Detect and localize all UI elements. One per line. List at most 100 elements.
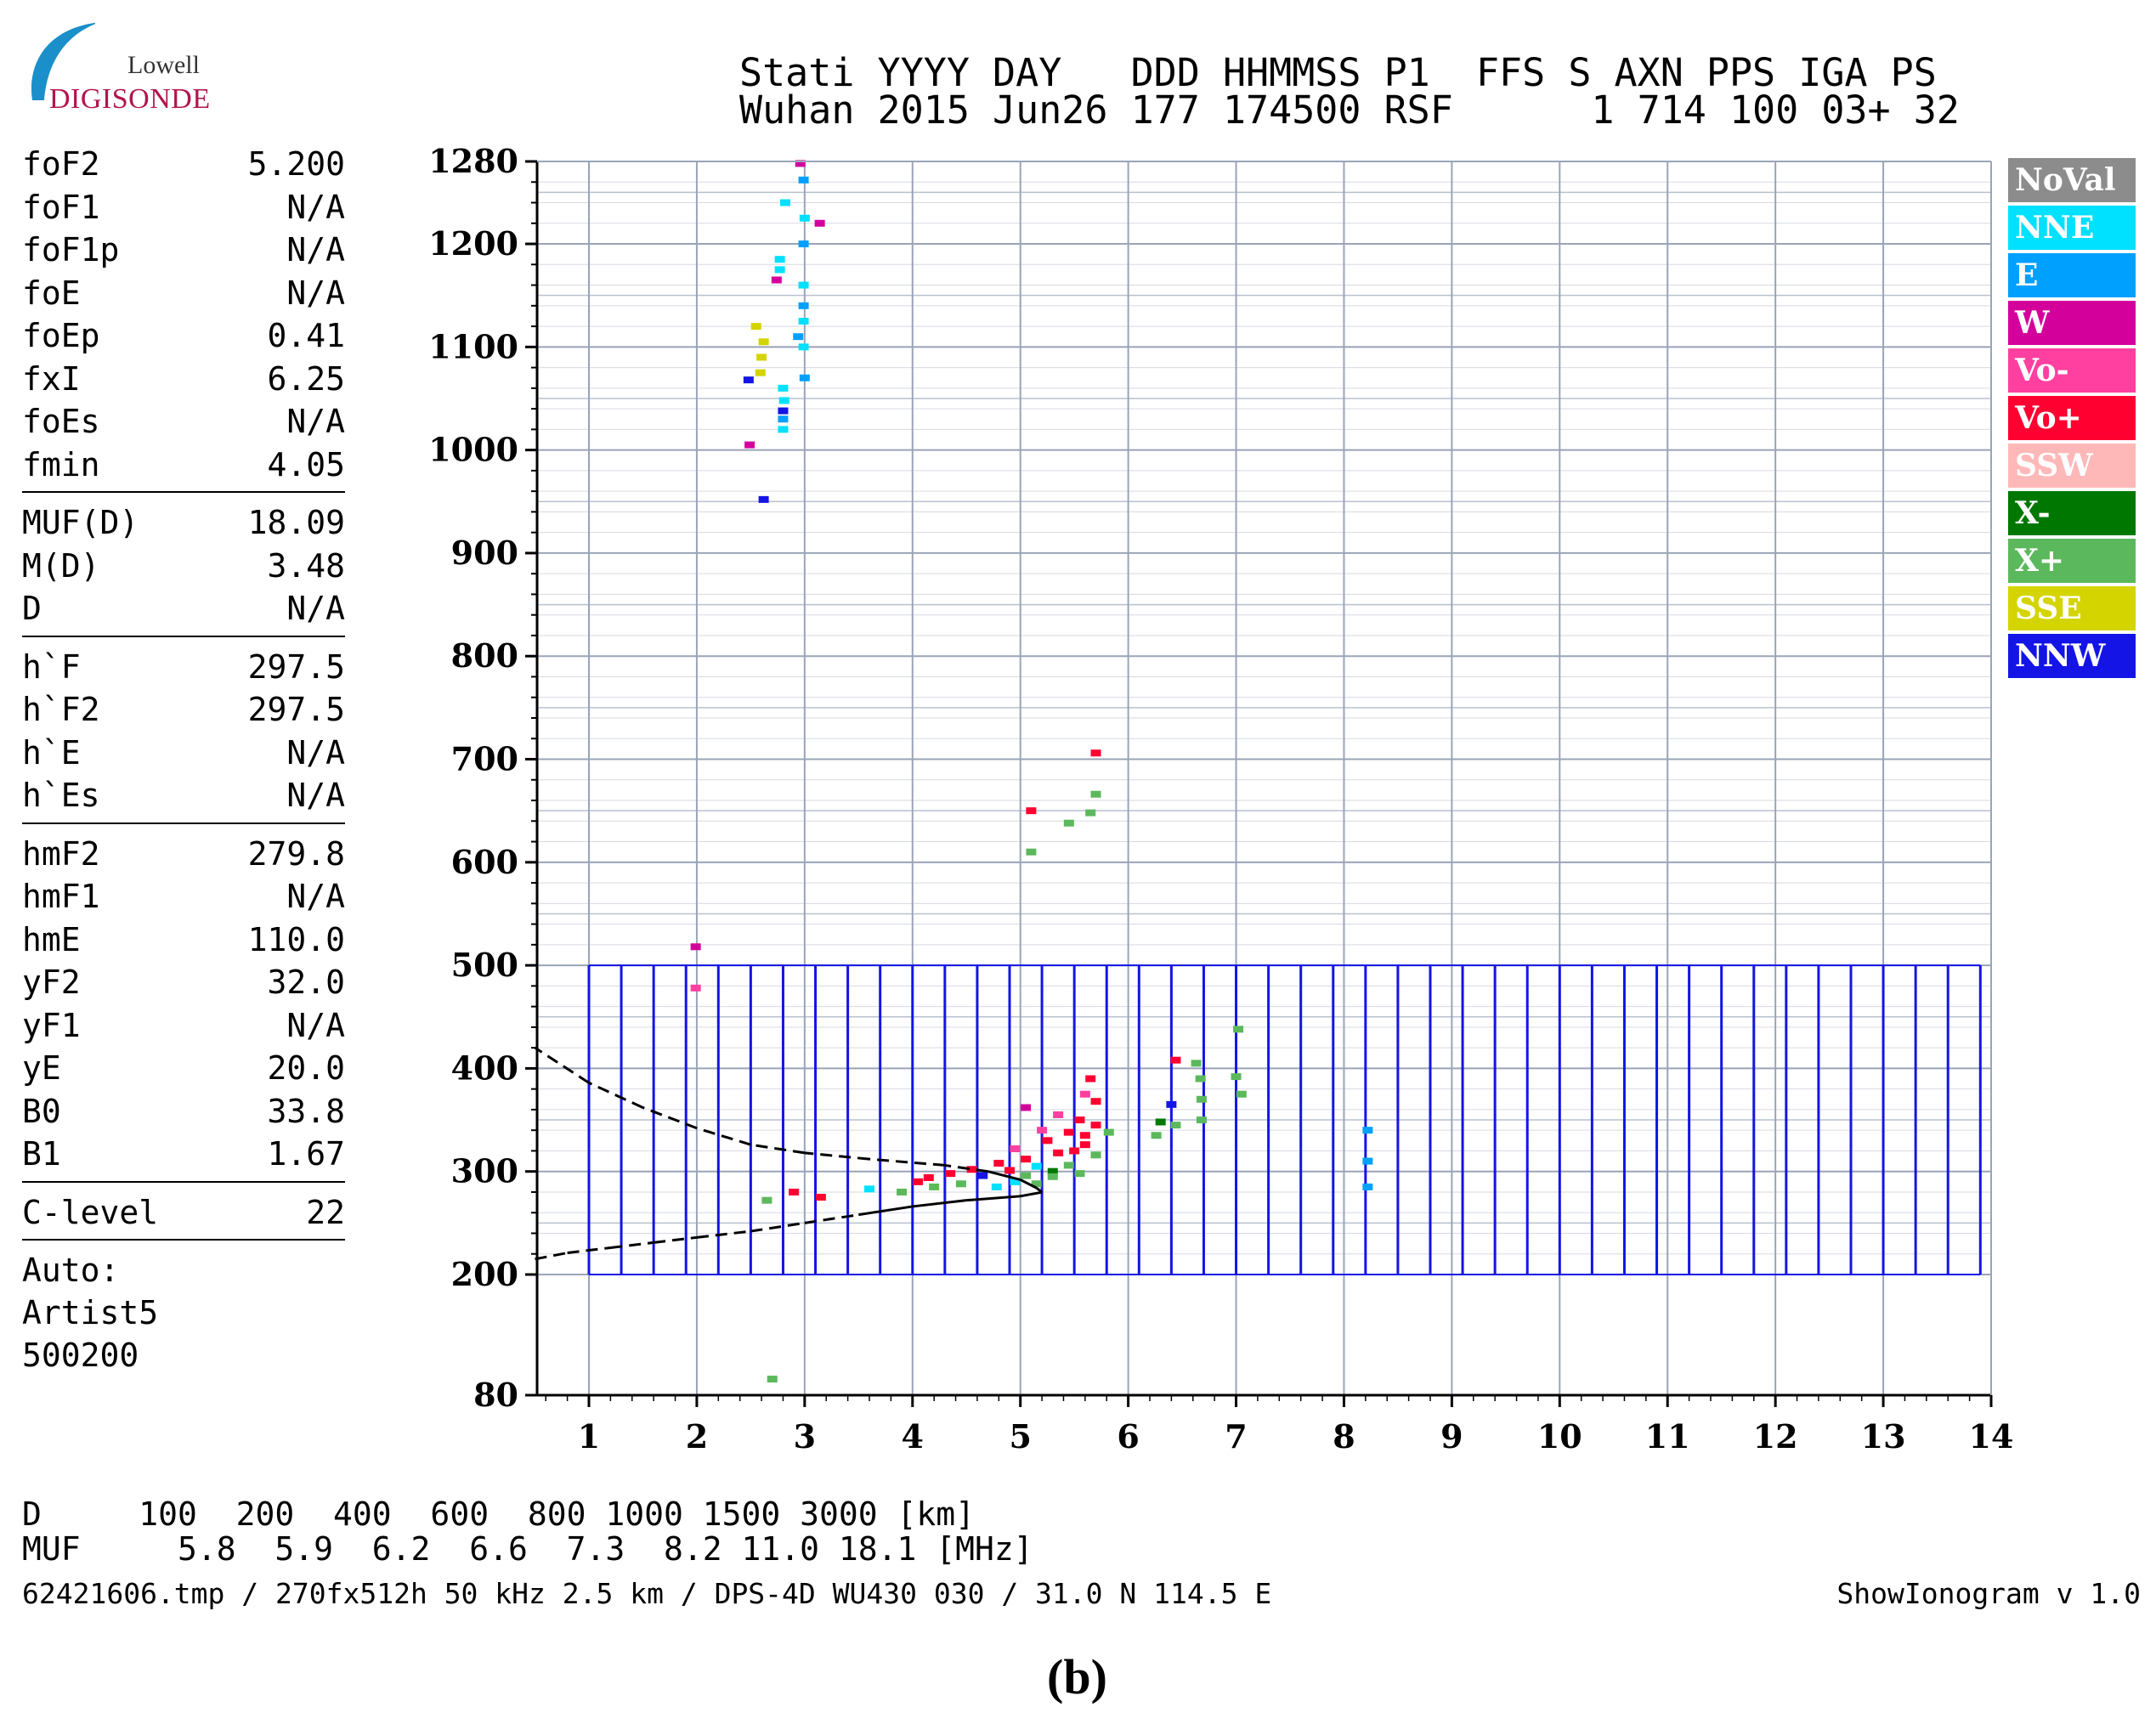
distance-muf-table: D 100 200 400 600 800 1000 1500 3000 [km… — [22, 1497, 1033, 1567]
echo-point — [743, 376, 754, 384]
y-tick-label: 300 — [451, 1152, 518, 1190]
legend-item-voplus: Vo+ — [2008, 396, 2136, 440]
header-line-1: Stati YYYY DAY DDD HHMMSS P1 FFS S AXN P… — [739, 50, 1937, 95]
echo-point — [1196, 1095, 1207, 1103]
echo-point — [1090, 1098, 1101, 1105]
param-row-mufd: MUF(D) 18.09 — [22, 501, 345, 545]
legend-item-nne: NNE — [2008, 206, 2136, 250]
x-tick-label: 4 — [902, 1417, 924, 1456]
echo-point — [1047, 1173, 1058, 1180]
param-separator — [22, 1239, 345, 1241]
legend-item-e: E — [2008, 253, 2136, 297]
echo-point — [1191, 1060, 1202, 1067]
profile-segment — [1020, 1179, 1038, 1190]
profile-segment — [966, 1195, 1021, 1202]
y-tick-label: 500 — [451, 946, 518, 984]
echo-point — [1021, 1172, 1032, 1179]
param-name: h`E — [22, 733, 81, 772]
echo-point — [1090, 1151, 1101, 1159]
param-value: 18.09 — [247, 504, 345, 541]
param-value: 32.0 — [267, 964, 345, 1001]
echo-point — [1074, 1116, 1085, 1124]
echo-point — [774, 256, 785, 263]
param-row-yf1: yF1 N/A — [22, 1004, 345, 1048]
echo-point — [798, 176, 809, 184]
param-row-hf: h`F 297.5 — [22, 646, 345, 689]
echo-point — [1031, 1162, 1042, 1170]
param-name: hmE — [22, 920, 81, 958]
x-tick-label: 1 — [578, 1417, 600, 1456]
profile-segment — [869, 1157, 945, 1167]
distance-row: D 100 200 400 600 800 1000 1500 3000 [km… — [22, 1495, 976, 1533]
y-tick-label: 1200 — [428, 224, 518, 263]
echo-point — [1151, 1132, 1162, 1139]
logo-swoosh-icon — [31, 22, 95, 100]
echo-point — [1021, 1104, 1032, 1111]
legend-item-sse: SSE — [2008, 586, 2136, 630]
echo-point — [897, 1188, 908, 1195]
legend-item-xminus: X- — [2008, 491, 2136, 535]
y-tick-label: 600 — [451, 843, 518, 881]
echo-point — [1010, 1178, 1021, 1185]
profile-segment — [804, 1151, 870, 1161]
param-separator — [22, 635, 345, 637]
param-value: 4.05 — [267, 445, 345, 483]
echo-point — [1085, 809, 1096, 817]
param-name: MUF(D) — [22, 504, 139, 541]
param-name: yE — [22, 1049, 61, 1087]
footer-version: ShowIonogram v 1.0 — [1836, 1577, 2141, 1610]
profile-segment — [750, 1143, 806, 1155]
echo-point — [761, 1196, 772, 1204]
echo-point — [864, 1185, 874, 1193]
echo-point — [744, 441, 755, 449]
legend-item-ssw: SSW — [2008, 444, 2136, 488]
param-row-hes: h`Es N/A — [22, 774, 345, 817]
param-name: foEs — [22, 403, 100, 440]
echo-point — [1090, 790, 1101, 798]
legend-item-vominus: Vo- — [2008, 348, 2136, 393]
y-tick-label: 400 — [451, 1049, 518, 1087]
param-value: 22 — [306, 1193, 345, 1231]
echo-point — [1362, 1127, 1373, 1134]
auto-scaling-line: Artist5 — [22, 1294, 159, 1331]
param-value: 297.5 — [247, 691, 345, 728]
param-row-fof1p: foF1p N/A — [22, 229, 345, 272]
echo-point — [977, 1172, 988, 1179]
auto-scaling-line: Auto: — [22, 1252, 120, 1289]
profile-segment — [912, 1199, 967, 1208]
echo-point — [798, 318, 809, 325]
param-name: C-level — [22, 1193, 159, 1231]
param-value: N/A — [286, 733, 345, 772]
legend-item-noval: NoVal — [2008, 158, 2136, 202]
param-name: fxI — [22, 359, 81, 398]
auto-scaling-line: 500200 — [22, 1337, 139, 1374]
profile-segment — [858, 1205, 913, 1217]
param-name: M(D) — [22, 546, 100, 585]
param-value: N/A — [286, 590, 345, 627]
param-value: N/A — [286, 777, 345, 814]
echo-point — [1231, 1073, 1242, 1081]
param-value: 5.200 — [247, 145, 345, 183]
param-name: foF1p — [22, 231, 120, 268]
echo-point — [1103, 1128, 1114, 1136]
param-name: h`Es — [22, 777, 100, 814]
x-tick-label: 12 — [1753, 1417, 1798, 1456]
param-name: hmF2 — [22, 834, 100, 873]
legend-item-w: W — [2008, 301, 2136, 345]
param-name: yF2 — [22, 964, 81, 1001]
echo-point — [778, 426, 789, 433]
param-value: 3.48 — [267, 546, 345, 585]
y-tick-label: 800 — [451, 636, 518, 675]
echo-point — [1362, 1157, 1373, 1165]
echo-point — [993, 1160, 1004, 1167]
echo-point — [1195, 1075, 1206, 1082]
param-value: 110.0 — [247, 920, 345, 958]
x-tick-label: 14 — [1969, 1417, 2014, 1456]
echo-point — [1010, 1145, 1021, 1153]
profile-segment — [696, 1229, 751, 1239]
param-row-he: h`E N/A — [22, 732, 345, 775]
profile-segment — [804, 1213, 859, 1224]
echo-point — [1085, 1075, 1096, 1082]
echo-point — [945, 1170, 956, 1178]
